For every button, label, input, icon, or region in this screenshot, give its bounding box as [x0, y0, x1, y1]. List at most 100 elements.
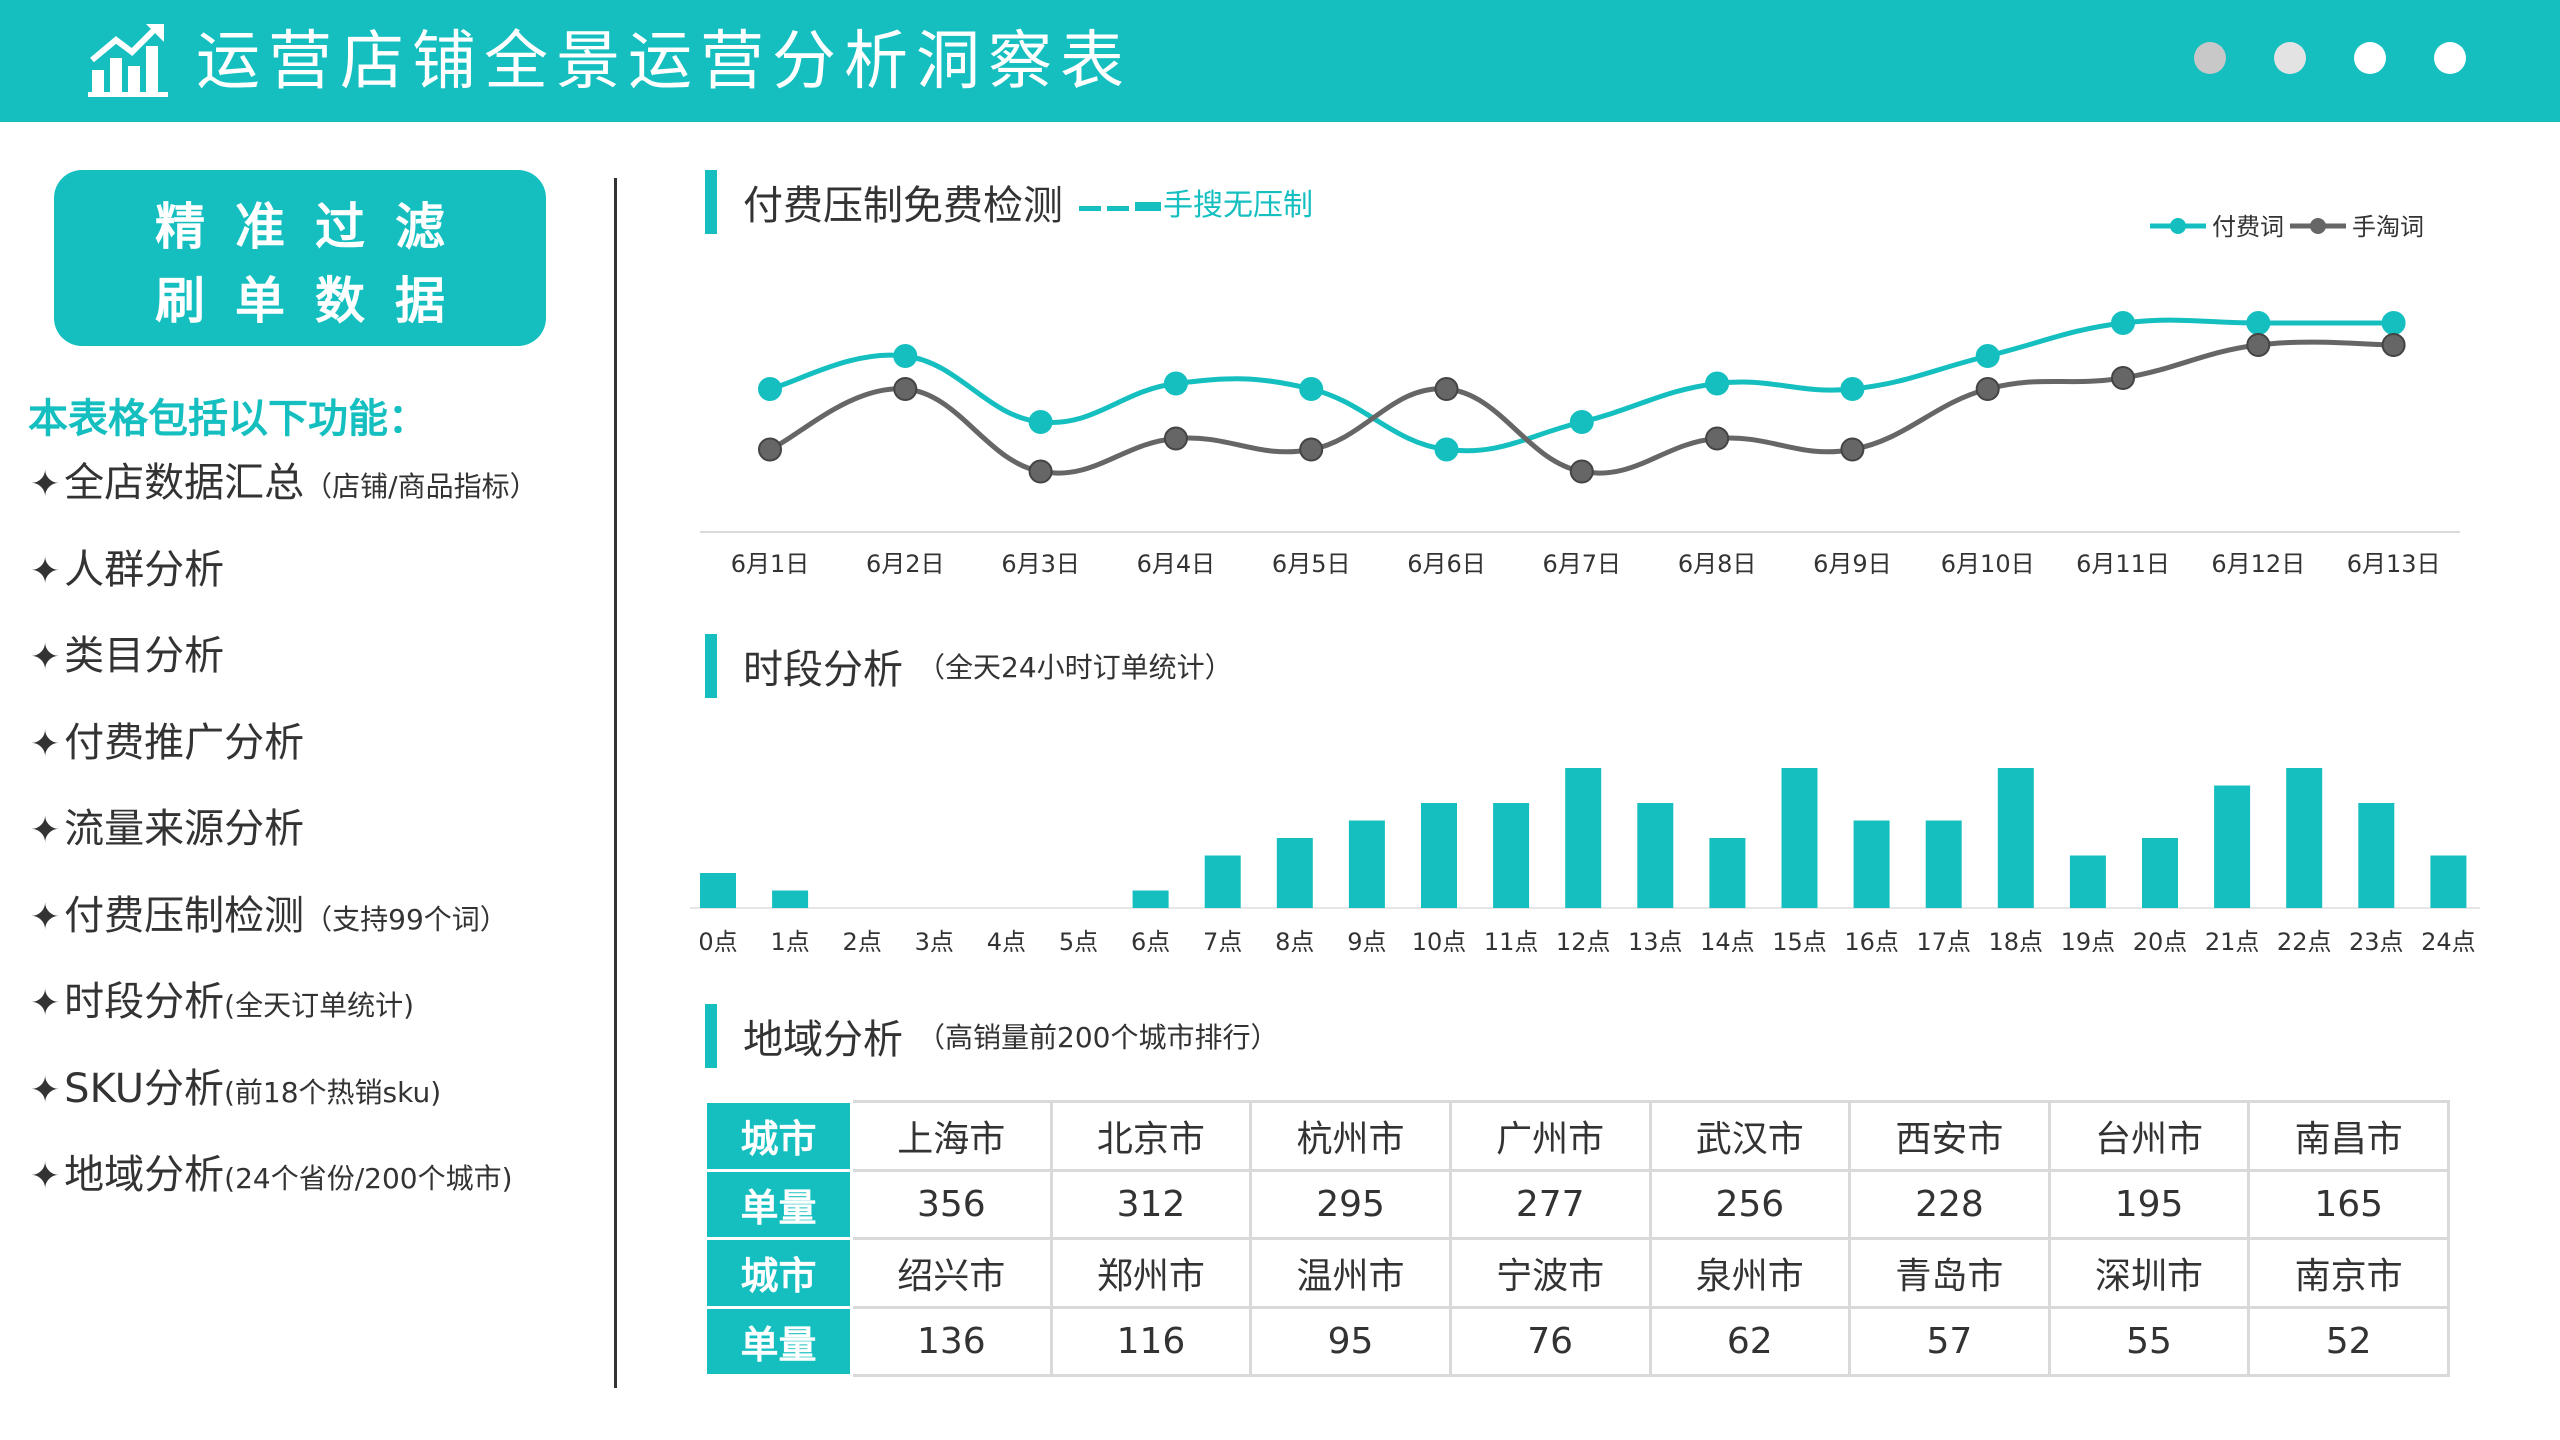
table-row: 城市 绍兴市 郑州市 温州市 宁波市 泉州市 青岛市 深圳市 南京市: [704, 1237, 2450, 1309]
star-icon: ✦: [30, 1156, 61, 1197]
hourly-title: 时段分析: [743, 647, 903, 693]
feature-note: (24个省份/200个城市): [224, 1162, 513, 1195]
order-count-cell: 52: [2247, 1305, 2450, 1377]
order-count-cell: 228: [1848, 1168, 2051, 1240]
star-icon: ✦: [30, 464, 61, 505]
data-point: [2381, 311, 2406, 335]
bar: [1637, 803, 1674, 908]
data-point: [1028, 410, 1053, 434]
legend-label: 手淘词: [2352, 213, 2424, 241]
bar: [1781, 768, 1818, 908]
x-tick-label: 1点: [770, 928, 809, 956]
city-cell: 南昌市: [2247, 1100, 2450, 1172]
row-header: 单量: [704, 1168, 853, 1240]
dot-3: [2354, 42, 2386, 74]
data-point: [1569, 459, 1594, 484]
data-point: [1434, 437, 1459, 462]
dot-1: [2194, 42, 2226, 74]
order-count-cell: 116: [1049, 1305, 1253, 1377]
bar: [1204, 855, 1241, 908]
data-point: [1569, 410, 1594, 434]
x-tick-label: 20点: [2133, 928, 2188, 956]
city-cell: 武汉市: [1648, 1100, 1852, 1172]
x-tick-label: 11点: [1484, 928, 1539, 956]
hourly-bar-chart: 0点 1点 2点 3点 4点 5点 6点 7点 8点 9点 10点 11点 12点 13点 14点 15点 16…: [690, 768, 2480, 956]
star-icon: ✦: [30, 896, 61, 938]
city-cell: 北京市: [1049, 1100, 1253, 1172]
features-title: 本表格包括以下功能：: [28, 396, 428, 442]
header-bar: 运营店铺全景运营分析洞察表: [0, 0, 2560, 122]
data-point: [1705, 371, 1730, 396]
city-cell: 青岛市: [1848, 1237, 2051, 1309]
bar: [1565, 768, 1602, 908]
x-tick-label: 14点: [1700, 928, 1755, 956]
paid-title: 付费压制免费检测: [743, 183, 1063, 229]
feature-label: 流量来源分析: [64, 806, 305, 852]
table-row: 城市 上海市 北京市 杭州市 广州市 武汉市 西安市 台州市 南昌市: [704, 1100, 2450, 1172]
x-tick-label: 6点: [1131, 928, 1170, 956]
city-cell: 台州市: [2047, 1100, 2251, 1172]
bar: [2214, 785, 2251, 908]
feature-item: ✦ 类目分析: [30, 623, 538, 710]
city-cell: 杭州市: [1249, 1100, 1452, 1172]
data-point: [1028, 459, 1053, 484]
x-tick-label: 10点: [1412, 928, 1467, 956]
feature-note: （店铺/商品指标）: [304, 470, 538, 503]
bar: [1276, 838, 1313, 908]
x-tick-label: 6月9日: [1813, 550, 1892, 578]
order-count-cell: 312: [1049, 1168, 1253, 1240]
data-point: [2381, 333, 2406, 357]
x-tick-label: 13点: [1628, 928, 1683, 956]
x-tick-label: 0点: [698, 928, 737, 956]
dot-4: [2434, 42, 2466, 74]
x-tick-label: 6月10日: [1941, 550, 2035, 578]
feature-label: 人群分析: [64, 546, 225, 593]
city-orders-table: 城市 上海市 北京市 杭州市 广州市 武汉市 西安市 台州市 南昌市 单量 356 312 295 277…: [704, 1100, 2450, 1377]
city-cell: 泉州市: [1648, 1237, 1852, 1309]
order-count-cell: 195: [2047, 1168, 2251, 1240]
legend-marker: [2170, 218, 2186, 234]
feature-label: SKU分析: [64, 1065, 224, 1112]
feature-list: ✦ 全店数据汇总 （店铺/商品指标） ✦ 人群分析 ✦ 类目分析 ✦ 付费推广分析 ✦ 流量来源分析…: [30, 450, 538, 1229]
feature-item: ✦ 流量来源分析: [30, 796, 538, 883]
title-accent-bar: [705, 1004, 717, 1068]
x-tick-label: 21点: [2205, 928, 2260, 956]
order-count-cell: 295: [1249, 1168, 1452, 1240]
window-dots: [2194, 42, 2466, 74]
star-icon: ✦: [30, 1069, 61, 1111]
row-header: 单量: [704, 1305, 853, 1377]
legend-label: 付费词: [2212, 213, 2284, 241]
data-point: [758, 377, 782, 401]
paid-section-title: 付费压制免费检测 手搜无压制: [705, 170, 1313, 234]
dot-2: [2274, 42, 2306, 74]
feature-note: （支持99个词）: [304, 902, 508, 936]
x-tick-label: 23点: [2349, 928, 2404, 956]
x-tick-label: 7点: [1203, 928, 1242, 956]
hourly-note: （全天24小时订单统计）: [917, 651, 1233, 684]
badge-line-1: 精准过滤: [155, 198, 475, 256]
x-tick-label: 6月13日: [2347, 550, 2441, 578]
star-icon: ✦: [30, 723, 61, 765]
bar: [2358, 803, 2395, 908]
data-point: [2111, 311, 2135, 335]
bar: [772, 890, 809, 908]
city-cell: 绍兴市: [850, 1237, 1053, 1309]
bar: [1853, 820, 1890, 908]
city-cell: 宁波市: [1448, 1237, 1652, 1309]
bar: [2142, 838, 2178, 908]
data-point: [1434, 377, 1459, 401]
x-tick-label: 15点: [1772, 928, 1827, 956]
x-tick-label: 16点: [1844, 928, 1899, 956]
paid-line-chart: 6月1日 6月2日 6月3日 6月4日 6月5日 6月6日 6月7日 6月8日 6月9日 6月10…: [700, 213, 2460, 578]
feature-label: 付费推广分析: [64, 719, 305, 766]
row-header: 城市: [704, 1100, 853, 1172]
feature-item: ✦ 全店数据汇总 （店铺/商品指标）: [30, 450, 538, 537]
x-tick-label: 3点: [915, 928, 954, 956]
feature-item: ✦ SKU分析 (前18个热销sku): [30, 1056, 538, 1143]
order-count-cell: 76: [1448, 1305, 1652, 1377]
feature-label: 时段分析: [64, 979, 225, 1025]
data-point: [1299, 377, 1324, 401]
page-title: 运营店铺全景运营分析洞察表: [196, 25, 1132, 99]
bar: [1997, 768, 2034, 908]
x-tick-label: 6月12日: [2211, 550, 2305, 578]
